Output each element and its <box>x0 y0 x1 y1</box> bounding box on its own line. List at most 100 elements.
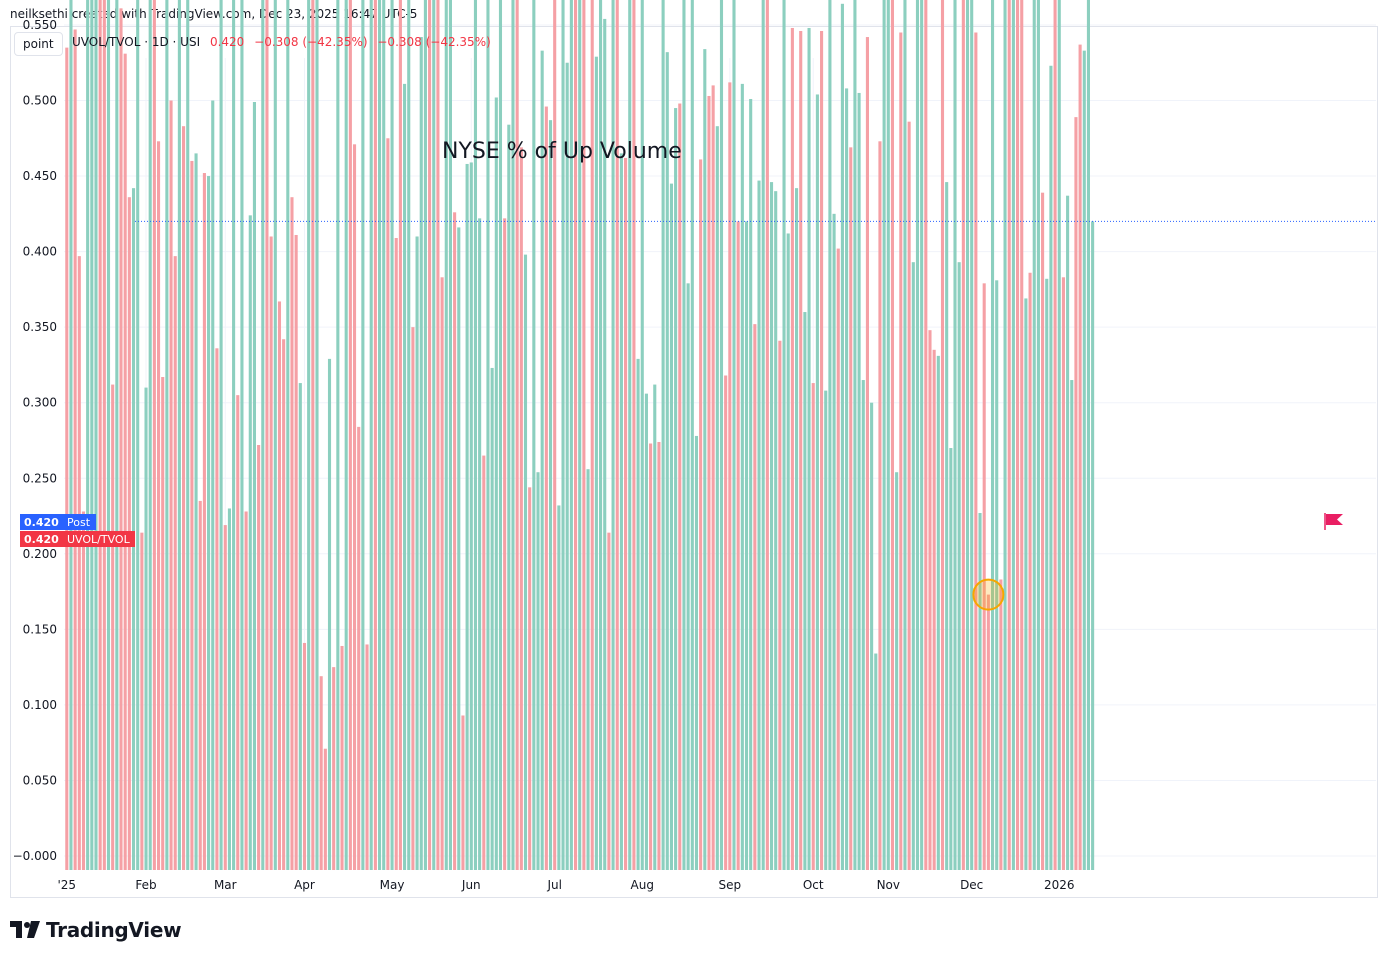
bar <box>1028 272 1032 870</box>
bar <box>990 0 995 871</box>
bar <box>119 8 123 870</box>
bar <box>878 141 882 871</box>
x-tick-label: Oct <box>803 878 824 892</box>
tradingview-wordmark: TradingView <box>46 918 182 942</box>
bar <box>653 384 657 870</box>
bar <box>803 312 807 870</box>
bar <box>1086 0 1090 871</box>
bar <box>269 236 273 871</box>
chart-pane[interactable] <box>10 26 1378 898</box>
bar <box>507 124 511 871</box>
bar <box>986 594 990 870</box>
bar <box>544 106 548 871</box>
bar <box>632 0 636 870</box>
bar <box>953 0 957 870</box>
bar <box>115 0 119 871</box>
bar <box>423 0 427 870</box>
series-legend[interactable]: UVOL/TVOL · 1D · USI 0.420 −0.308 (−42.3… <box>72 35 491 49</box>
bar <box>219 0 223 870</box>
bar <box>786 233 790 871</box>
bar <box>453 212 457 870</box>
bar <box>661 0 665 870</box>
bar <box>782 0 786 870</box>
bar <box>1057 0 1061 870</box>
bar <box>557 505 561 870</box>
bar <box>724 375 728 870</box>
bar <box>744 221 749 870</box>
bar <box>386 138 390 870</box>
bar <box>165 0 169 870</box>
bar <box>394 238 398 870</box>
bar <box>849 147 853 871</box>
bar <box>711 85 715 870</box>
bar <box>911 262 915 870</box>
bar <box>173 256 177 870</box>
bar <box>111 384 115 870</box>
bar <box>198 500 202 870</box>
bar <box>1061 277 1065 870</box>
bar <box>357 426 361 870</box>
bar <box>81 511 86 870</box>
bar <box>974 32 978 870</box>
bar <box>286 0 290 871</box>
bar <box>624 157 628 871</box>
x-tick-label: May <box>380 878 405 892</box>
x-tick-label: '25 <box>58 878 77 892</box>
bar <box>753 324 757 870</box>
bar <box>961 0 965 870</box>
bar <box>215 348 219 870</box>
bar <box>373 0 377 871</box>
y-tick-label: 0.500 <box>23 94 57 108</box>
tradingview-logo[interactable]: TradingView <box>10 918 182 942</box>
post-price-tag: 0.420 Post <box>20 514 96 530</box>
bar <box>282 339 286 870</box>
bar <box>98 0 102 871</box>
y-tick-label: 0.050 <box>23 773 57 787</box>
x-tick-label: Mar <box>214 878 237 892</box>
bar <box>361 0 365 870</box>
bar <box>227 508 231 870</box>
bar <box>1011 0 1015 870</box>
bar <box>924 0 928 871</box>
y-tick-label: 0.450 <box>23 169 57 183</box>
tradingview-logo-icon <box>10 921 40 938</box>
bar <box>469 162 473 870</box>
bar <box>970 0 974 871</box>
bar <box>1032 0 1036 870</box>
series-tag-label: UVOL/TVOL <box>67 533 131 546</box>
bar <box>365 644 369 870</box>
bar <box>448 0 452 871</box>
bar <box>678 103 682 870</box>
bar <box>428 0 432 870</box>
bar <box>352 144 357 870</box>
bar <box>682 0 686 870</box>
bar <box>152 0 156 870</box>
series-price-tag: 0.420 UVOL/TVOL <box>20 531 135 547</box>
bar <box>715 126 719 870</box>
bar <box>853 0 857 871</box>
bar <box>415 236 419 871</box>
bar <box>182 126 186 870</box>
bar <box>865 37 869 871</box>
bar <box>957 262 961 870</box>
bar <box>240 0 244 870</box>
bar <box>232 0 236 870</box>
bar <box>553 0 557 870</box>
bar <box>540 50 544 870</box>
bar <box>515 0 519 870</box>
highlight-marker <box>972 578 1005 611</box>
bar <box>882 0 886 870</box>
legend-change: −0.308 (−42.35%) <box>254 35 368 49</box>
x-axis: '25 Feb Mar Apr May Jun Jul Aug Sep Oct Nov Dec 2026 <box>58 878 1075 892</box>
bar <box>252 102 256 870</box>
bar <box>344 0 348 870</box>
bar <box>94 0 98 870</box>
bar <box>1045 278 1049 870</box>
bar <box>949 448 953 870</box>
bar <box>244 511 248 870</box>
bar <box>761 0 765 871</box>
bar <box>140 532 144 870</box>
point-mode-button[interactable]: point <box>14 32 63 56</box>
bar <box>790 27 794 871</box>
